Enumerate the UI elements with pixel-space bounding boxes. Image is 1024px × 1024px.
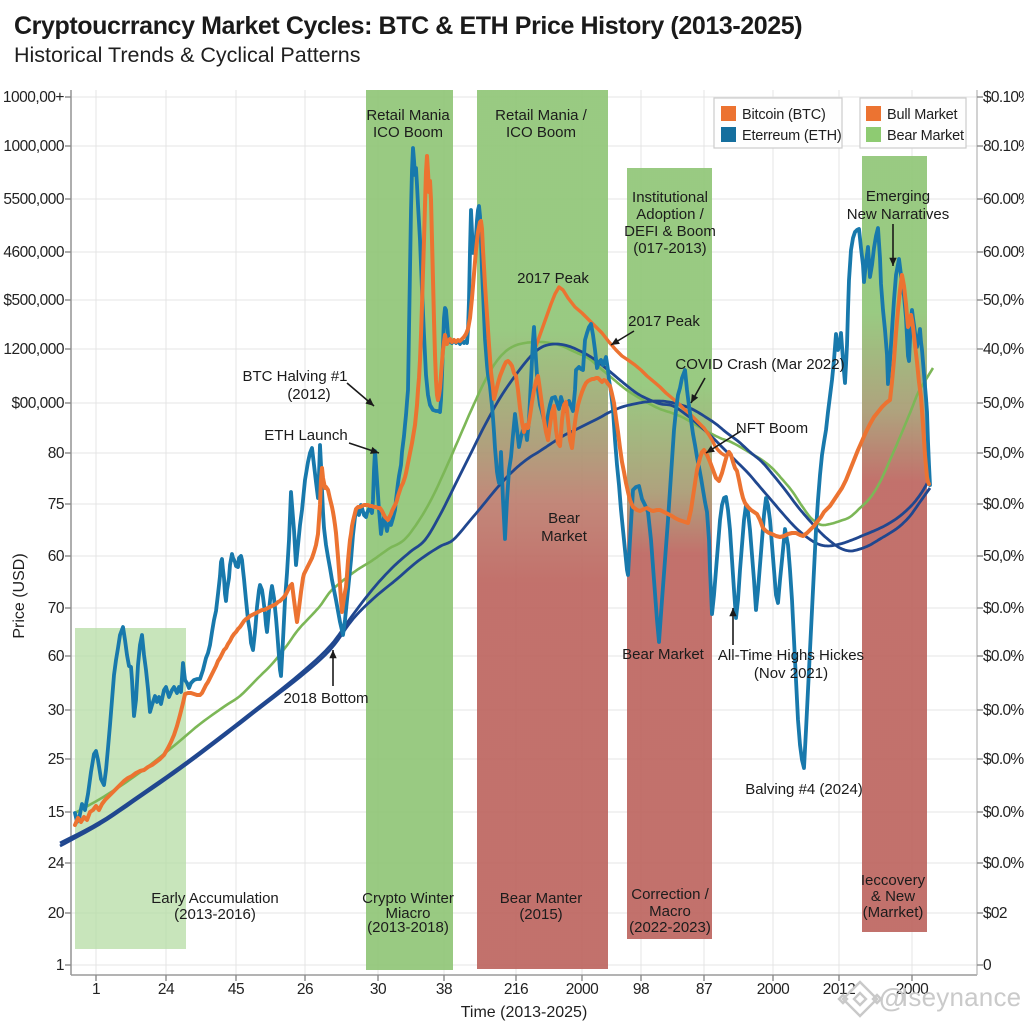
svg-text:60.00%: 60.00% bbox=[983, 191, 1024, 208]
svg-text:$0.0%: $0.0% bbox=[983, 804, 1024, 821]
svg-text:50,0%: 50,0% bbox=[983, 445, 1024, 462]
svg-text:30: 30 bbox=[370, 981, 387, 998]
svg-text:Bear Market: Bear Market bbox=[622, 646, 705, 663]
svg-text:& New: & New bbox=[871, 888, 915, 905]
svg-text:24: 24 bbox=[48, 855, 65, 872]
svg-text:(2013-2018): (2013-2018) bbox=[367, 919, 449, 936]
svg-text:ICO Boom: ICO Boom bbox=[506, 124, 576, 141]
svg-text:$0.0%: $0.0% bbox=[983, 751, 1024, 768]
svg-text:70: 70 bbox=[48, 600, 65, 617]
svg-text:(2015): (2015) bbox=[519, 906, 562, 923]
svg-text:DEFI & Boom: DEFI & Boom bbox=[624, 223, 716, 240]
svg-text:1000,00+: 1000,00+ bbox=[3, 89, 65, 106]
svg-text:45: 45 bbox=[228, 981, 244, 998]
svg-text:Correction /: Correction / bbox=[631, 886, 709, 903]
svg-text:Time (2013-2025): Time (2013-2025) bbox=[461, 1004, 588, 1021]
svg-text:20: 20 bbox=[48, 905, 65, 922]
svg-text:(2012): (2012) bbox=[287, 386, 330, 403]
svg-text:60: 60 bbox=[48, 548, 65, 565]
svg-text:24: 24 bbox=[158, 981, 175, 998]
svg-text:Cryptoucrrancy Market Cycles:: Cryptoucrrancy Market Cycles: BTC & ETH … bbox=[14, 12, 802, 40]
svg-text:Bitcoin (BTC): Bitcoin (BTC) bbox=[742, 107, 826, 123]
svg-text:40,0%: 40,0% bbox=[983, 341, 1024, 358]
svg-text:(Nov 2021): (Nov 2021) bbox=[754, 665, 828, 682]
svg-text:(017-2013): (017-2013) bbox=[633, 240, 706, 257]
svg-text:$0.0%: $0.0% bbox=[983, 496, 1024, 513]
svg-text:1000,000: 1000,000 bbox=[3, 138, 65, 155]
svg-text:2017 Peak: 2017 Peak bbox=[628, 313, 700, 330]
svg-text:4600,000: 4600,000 bbox=[3, 244, 65, 261]
svg-text:Institutional: Institutional bbox=[632, 189, 708, 206]
svg-text:Bear Market: Bear Market bbox=[887, 128, 964, 144]
svg-text:80: 80 bbox=[48, 445, 65, 462]
svg-text:ICO Boom: ICO Boom bbox=[373, 124, 443, 141]
svg-text:2017 Peak: 2017 Peak bbox=[517, 270, 589, 287]
svg-text:2000: 2000 bbox=[566, 981, 599, 998]
svg-text:25: 25 bbox=[48, 751, 64, 768]
svg-text:(2013-2016): (2013-2016) bbox=[174, 906, 256, 923]
svg-text:98: 98 bbox=[633, 981, 649, 998]
svg-text:New Narratives: New Narratives bbox=[847, 206, 950, 223]
svg-text:2018 Bottom: 2018 Bottom bbox=[283, 690, 368, 707]
svg-text:75: 75 bbox=[48, 496, 64, 513]
svg-text:Bear: Bear bbox=[548, 510, 580, 527]
svg-text:ETH Launch: ETH Launch bbox=[264, 427, 347, 444]
svg-text:38: 38 bbox=[436, 981, 452, 998]
svg-text:Emerging: Emerging bbox=[866, 188, 930, 205]
svg-text:87: 87 bbox=[696, 981, 712, 998]
svg-text:Ieccovery: Ieccovery bbox=[861, 872, 926, 889]
svg-text:(Marrket): (Marrket) bbox=[863, 904, 924, 921]
svg-text:Miacro: Miacro bbox=[385, 905, 430, 922]
svg-text:(2022-2023): (2022-2023) bbox=[629, 919, 711, 936]
svg-text:$0.0%: $0.0% bbox=[983, 855, 1024, 872]
svg-text:Eterreum (ETH): Eterreum (ETH) bbox=[742, 128, 842, 144]
svg-text:BTC Halving #1: BTC Halving #1 bbox=[242, 368, 347, 385]
svg-text:$00,000: $00,000 bbox=[11, 395, 64, 412]
svg-text:50,0%: 50,0% bbox=[983, 292, 1024, 309]
svg-text:1200,000: 1200,000 bbox=[3, 341, 65, 358]
svg-text:$0.10%: $0.10% bbox=[983, 89, 1024, 106]
svg-text:Historical Trends & Cyclical P: Historical Trends & Cyclical Patterns bbox=[14, 43, 361, 67]
svg-text:Retail Mania: Retail Mania bbox=[366, 107, 450, 124]
svg-text:Price (USD): Price (USD) bbox=[11, 553, 28, 638]
svg-text:2000: 2000 bbox=[757, 981, 790, 998]
svg-text:Iseynance: Iseynance bbox=[901, 982, 1021, 1012]
svg-text:COVID Crash (Mar 2022): COVID Crash (Mar 2022) bbox=[675, 356, 844, 373]
svg-text:Adoption /: Adoption / bbox=[636, 206, 704, 223]
svg-text:5500,000: 5500,000 bbox=[3, 191, 65, 208]
svg-text:2012: 2012 bbox=[823, 981, 855, 998]
svg-text:@: @ bbox=[879, 983, 905, 1013]
svg-text:Market: Market bbox=[541, 528, 588, 545]
svg-text:30: 30 bbox=[48, 702, 65, 719]
svg-text:Balving #4 (2024): Balving #4 (2024) bbox=[745, 781, 863, 798]
svg-text:2000: 2000 bbox=[896, 981, 929, 998]
svg-text:$500,000: $500,000 bbox=[3, 292, 65, 309]
svg-text:50,0%: 50,0% bbox=[983, 395, 1024, 412]
svg-text:50,0%: 50,0% bbox=[983, 548, 1024, 565]
svg-text:0: 0 bbox=[983, 957, 992, 974]
svg-text:Early Accumulation: Early Accumulation bbox=[151, 890, 279, 907]
svg-text:26: 26 bbox=[297, 981, 313, 998]
svg-text:60: 60 bbox=[48, 648, 65, 665]
svg-text:Bear Manter: Bear Manter bbox=[500, 890, 583, 907]
svg-text:$02: $02 bbox=[983, 905, 1007, 922]
svg-text:Retail Mania /: Retail Mania / bbox=[495, 107, 588, 124]
svg-text:80.10%: 80.10% bbox=[983, 138, 1024, 155]
svg-text:1: 1 bbox=[92, 981, 100, 998]
svg-text:$0.0%: $0.0% bbox=[983, 648, 1024, 665]
svg-text:15: 15 bbox=[48, 804, 64, 821]
svg-text:Crypto Winter: Crypto Winter bbox=[362, 890, 454, 907]
svg-text:$0.0%: $0.0% bbox=[983, 600, 1024, 617]
svg-text:Bull Market: Bull Market bbox=[887, 107, 957, 123]
svg-text:NFT Boom: NFT Boom bbox=[736, 420, 808, 437]
svg-text:Macro: Macro bbox=[649, 903, 691, 920]
svg-text:All-Time Highs Hickes: All-Time Highs Hickes bbox=[718, 647, 864, 664]
svg-text:$0.0%: $0.0% bbox=[983, 702, 1024, 719]
svg-text:60.00%: 60.00% bbox=[983, 244, 1024, 261]
svg-text:1: 1 bbox=[56, 957, 64, 974]
svg-text:216: 216 bbox=[504, 981, 528, 998]
